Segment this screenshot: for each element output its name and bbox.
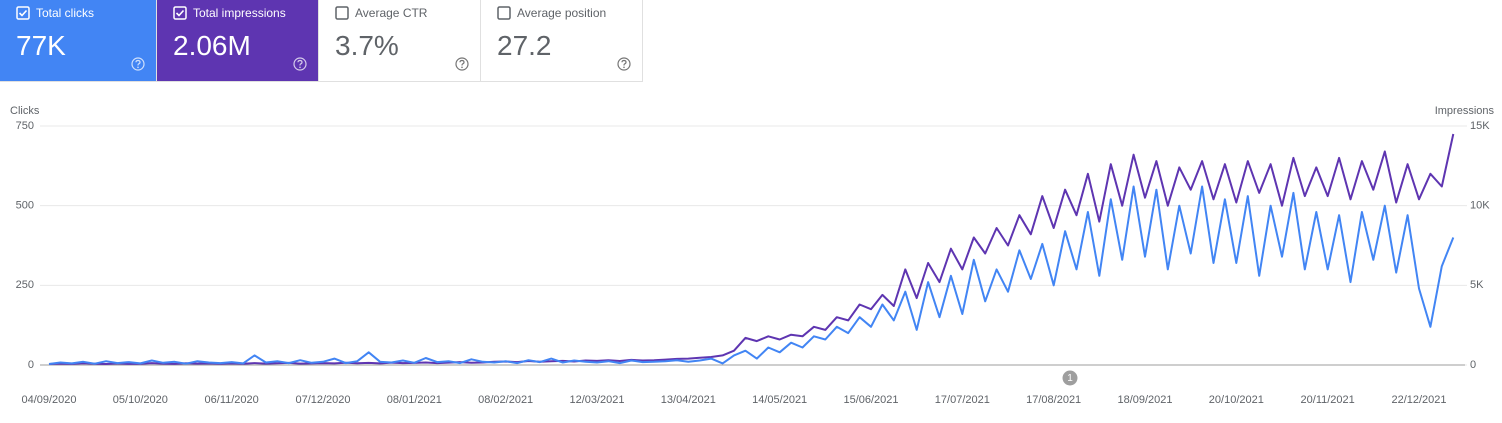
- checkmark: [175, 9, 185, 17]
- y-tick-label: 500: [16, 200, 34, 212]
- help-circle: [293, 57, 307, 71]
- y-tick-label: 250: [16, 279, 34, 291]
- checkmark: [18, 9, 28, 17]
- y2-tick-label: 15K: [1470, 120, 1490, 132]
- x-tick-label: 05/10/2020: [113, 394, 168, 406]
- help-icon[interactable]: [455, 57, 469, 71]
- help-circle: [131, 57, 145, 71]
- metric-card[interactable]: Total clicks 77K: [0, 0, 157, 82]
- x-tick-label: 17/07/2021: [935, 394, 990, 406]
- help-mark: [459, 59, 465, 66]
- checkbox[interactable]: [16, 6, 30, 20]
- card-label: Total clicks: [36, 6, 95, 20]
- card-label: Average position: [517, 6, 607, 20]
- x-tick-label: 20/10/2021: [1209, 394, 1264, 406]
- help-dot: [299, 66, 301, 69]
- series-line: [48, 133, 1455, 365]
- card-value: 77K: [16, 30, 66, 61]
- help-mark: [621, 59, 627, 66]
- y-tick-label: 0: [28, 359, 34, 371]
- help-mark: [297, 59, 303, 66]
- metric-card[interactable]: Average position 27.2: [481, 0, 643, 82]
- x-tick-label: 12/03/2021: [569, 394, 624, 406]
- checkbox[interactable]: [173, 6, 187, 20]
- x-tick-label: 20/11/2021: [1301, 394, 1355, 406]
- card-value: 27.2: [497, 30, 552, 61]
- card-value: 3.7%: [335, 30, 399, 61]
- help-icon[interactable]: [293, 57, 307, 71]
- x-tick-label: 04/09/2020: [21, 394, 76, 406]
- checkbox-box: [16, 6, 30, 20]
- help-icon[interactable]: [131, 57, 145, 71]
- checkbox-box: [173, 6, 187, 20]
- y2-tick-label: 10K: [1470, 200, 1490, 212]
- help-dot: [623, 66, 625, 69]
- x-tick-label: 13/04/2021: [661, 394, 716, 406]
- x-tick-label: 08/01/2021: [387, 394, 442, 406]
- card-value: 2.06M: [173, 30, 251, 61]
- x-tick-label: 17/08/2021: [1026, 394, 1081, 406]
- x-tick-label: 08/02/2021: [478, 394, 533, 406]
- help-dot: [461, 66, 463, 69]
- card-label: Total impressions: [193, 6, 286, 20]
- y2-axis-title: Impressions: [1435, 105, 1495, 117]
- x-tick-label: 22/12/2021: [1391, 394, 1446, 406]
- help-circle: [455, 57, 469, 71]
- annotation-label: 1: [1067, 373, 1073, 384]
- y-axis-title: Clicks: [10, 105, 40, 117]
- y-tick-label: 750: [16, 120, 34, 132]
- x-tick-label: 14/05/2021: [752, 394, 807, 406]
- x-tick-label: 06/11/2020: [205, 394, 259, 406]
- checkbox[interactable]: [335, 6, 349, 20]
- help-mark: [135, 59, 141, 66]
- y2-tick-label: 0: [1470, 359, 1476, 371]
- checkbox-box: [497, 6, 511, 20]
- series-line: [48, 185, 1455, 365]
- card-label: Average CTR: [355, 6, 428, 20]
- checkbox-box: [335, 6, 349, 20]
- x-tick-label: 15/06/2021: [843, 394, 898, 406]
- annotation-marker: [1062, 370, 1078, 386]
- help-circle: [617, 57, 631, 71]
- x-tick-label: 07/12/2020: [295, 394, 350, 406]
- metric-card[interactable]: Total impressions 2.06M: [157, 0, 319, 82]
- x-tick-label: 18/09/2021: [1117, 394, 1172, 406]
- y2-tick-label: 5K: [1470, 279, 1484, 291]
- help-icon[interactable]: [617, 57, 631, 71]
- metric-card[interactable]: Average CTR 3.7%: [319, 0, 481, 82]
- help-dot: [137, 66, 139, 69]
- checkbox[interactable]: [497, 6, 511, 20]
